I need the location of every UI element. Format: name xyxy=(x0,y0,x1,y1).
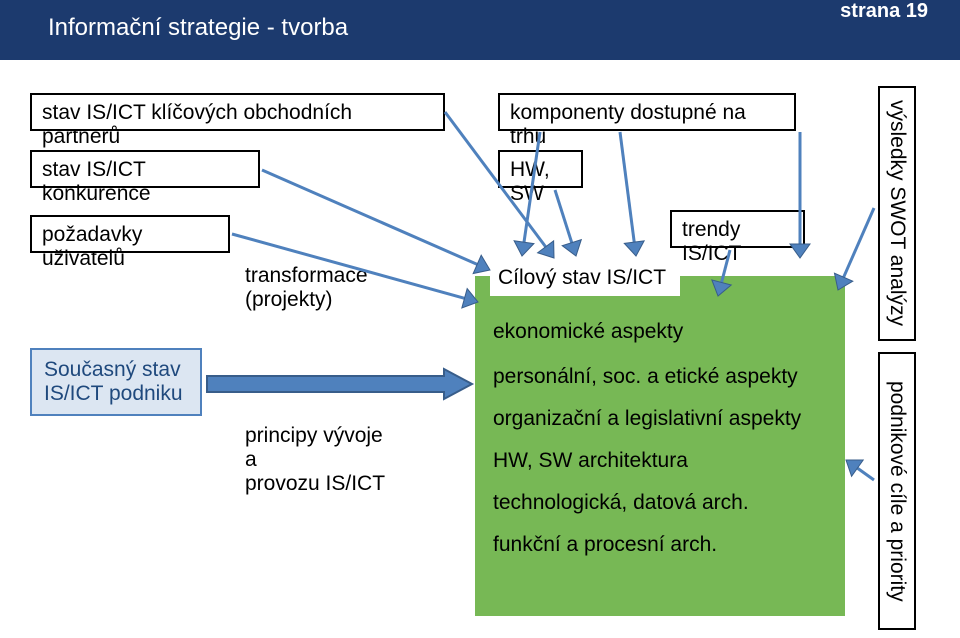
current-state-line1: Současný stav xyxy=(44,358,188,382)
box-components: komponenty dostupné na trhu xyxy=(498,93,796,131)
target-line-hw-sw-arch: HW, SW architektura xyxy=(493,449,688,473)
box-user-requirements: požadavky uživatelů xyxy=(30,215,230,253)
box-partners: stav IS/ICT klíčových obchodních partner… xyxy=(30,93,445,131)
target-state-title: Cílový stav IS/ICT xyxy=(490,262,680,296)
box-current-state: Současný stav IS/ICT podniku xyxy=(30,348,202,416)
target-line-organizational: organizační a legislativní aspekty xyxy=(493,407,801,431)
page-number: strana 19 xyxy=(840,0,928,23)
vertical-goals: podnikové cíle a priority xyxy=(878,352,916,630)
transform-l2: (projekty) xyxy=(245,288,370,312)
target-line-economic: ekonomické aspekty xyxy=(493,320,683,344)
slide-header: Informační strategie - tvorba strana 19 xyxy=(0,0,960,60)
box-competition: stav IS/ICT konkurence xyxy=(30,150,260,188)
target-line-functional: funkční a procesní arch. xyxy=(493,533,717,557)
transform-l1: transformace xyxy=(245,264,370,288)
principles-l1: principy vývoje a xyxy=(245,424,400,472)
box-trends: trendy IS/ICT xyxy=(670,210,805,248)
principles-l2: provozu IS/ICT xyxy=(245,472,400,496)
current-state-line2: IS/ICT podniku xyxy=(44,382,188,406)
label-principles: principy vývoje a provozu IS/ICT xyxy=(235,418,410,476)
target-line-technological: technologická, datová arch. xyxy=(493,491,749,515)
slide-title: Informační strategie - tvorba xyxy=(48,14,348,42)
target-line-personnel: personální, soc. a etické aspekty xyxy=(493,365,798,389)
vertical-swot: výsledky SWOT analýzy xyxy=(878,86,916,341)
box-hw-sw: HW, SW xyxy=(498,150,583,188)
label-transformation: transformace (projekty) xyxy=(235,258,380,316)
